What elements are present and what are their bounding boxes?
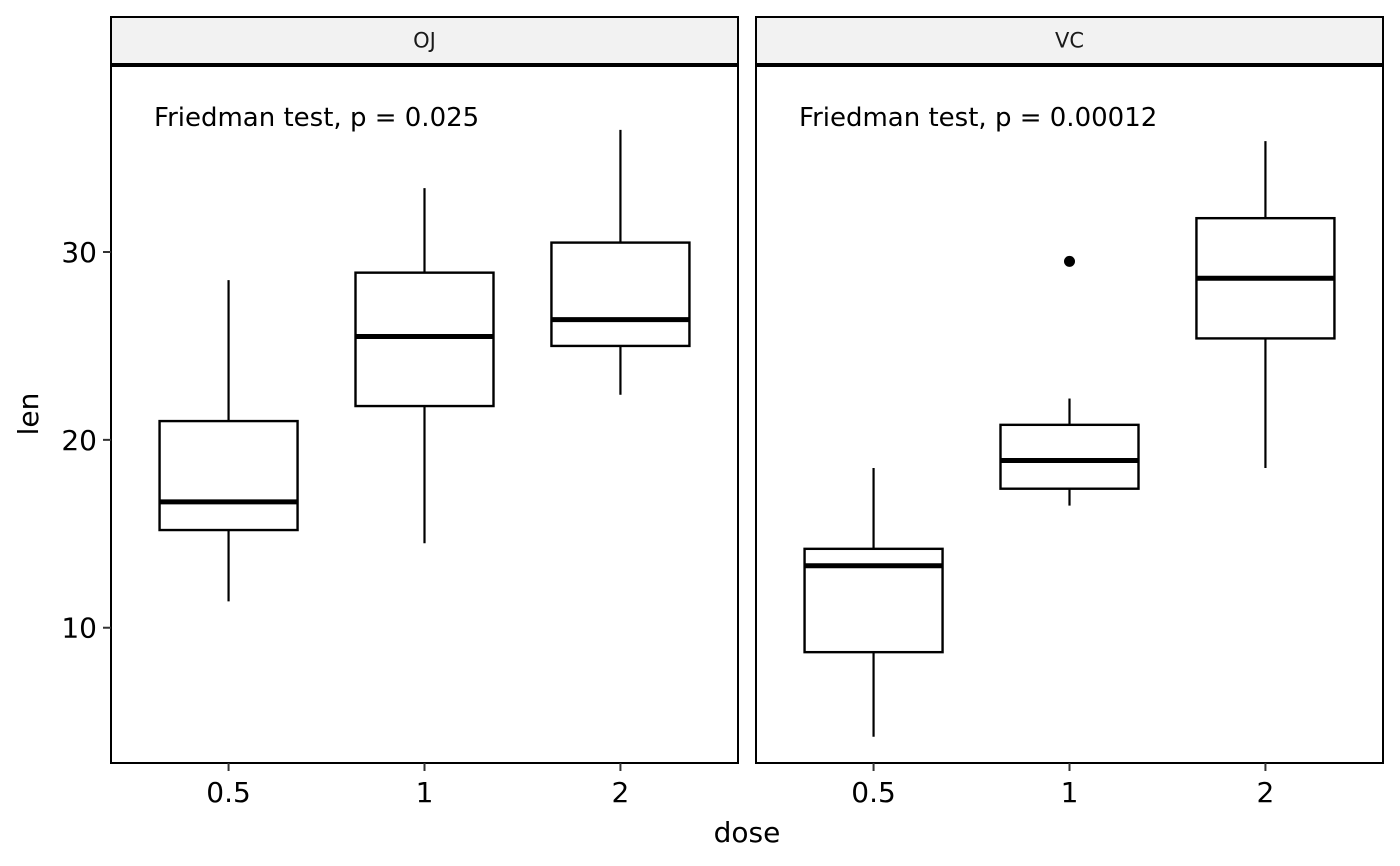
y-axis-title: len (12, 393, 45, 436)
box-1 (999, 255, 1140, 506)
x-tick-label: 0.5 (851, 776, 896, 809)
facet-strip-label: VC (1055, 29, 1084, 53)
panels-layer: OJ Friedman test, p = 0.025 0.5 1 2 VC Friedma… (110, 16, 1384, 809)
x-tick-label: 1 (1061, 776, 1079, 809)
x-tick-label: 0.5 (206, 776, 251, 809)
box-0.5 (803, 468, 944, 737)
iqr-box (999, 423, 1140, 490)
facet-strip (755, 16, 1384, 65)
box-2 (1195, 141, 1336, 469)
facet-strip (110, 16, 739, 65)
box-1 (354, 188, 495, 544)
facet-strip-label: OJ (413, 29, 436, 53)
x-tick-label: 1 (416, 776, 434, 809)
y-tick-label: 10 (61, 612, 97, 645)
x-tick-label: 2 (612, 776, 630, 809)
stat-annotation: Friedman test, p = 0.00012 (799, 103, 1157, 133)
stat-annotation: Friedman test, p = 0.025 (154, 103, 479, 133)
y-tick-label: 20 (61, 424, 97, 457)
y-axis: 10 20 30 (61, 236, 111, 645)
x-tick-label: 2 (1257, 776, 1275, 809)
iqr-box (354, 271, 495, 408)
facet-panel-vc: VC Friedman test, p = 0.00012 0.5 1 2 (755, 16, 1384, 809)
iqr-box (158, 419, 299, 532)
box-2 (550, 129, 691, 395)
facet-panel-oj: OJ Friedman test, p = 0.025 0.5 1 2 (110, 16, 739, 809)
y-tick-label: 30 (61, 236, 97, 269)
iqr-box (550, 241, 691, 348)
x-axis-title: dose (714, 816, 781, 849)
outlier-point (1064, 255, 1075, 267)
box-0.5 (158, 280, 299, 602)
